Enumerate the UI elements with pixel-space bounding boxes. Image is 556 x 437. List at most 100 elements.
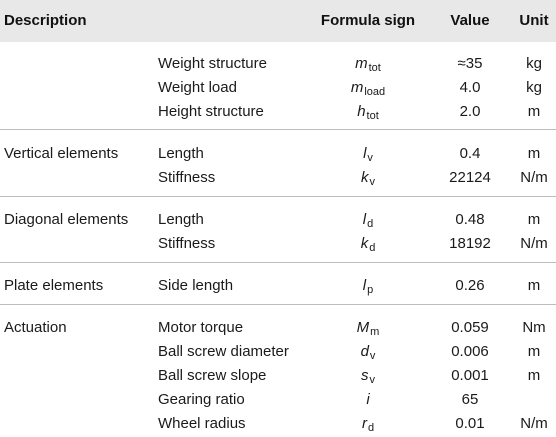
formula-sign: mtot xyxy=(310,52,426,76)
parameter-value: 0.48 xyxy=(455,211,485,228)
parameter-name: Weight structure xyxy=(158,55,267,72)
parameter-unit: N/m xyxy=(520,235,548,252)
formula-sign: lp xyxy=(310,274,426,298)
formula-symbol: l xyxy=(362,211,367,228)
formula-subscript: v xyxy=(369,176,376,188)
header-formula-sign: Formula sign xyxy=(320,12,416,29)
table-row: Diagonal elements Length ld 0.48 m xyxy=(0,208,556,232)
formula-sign: lv xyxy=(310,142,426,166)
table-row: Gearing ratio i 65 xyxy=(0,388,556,412)
table-header: Description Formula sign Value Unit xyxy=(0,0,556,42)
table-row: Ball screw diameter dv 0.006 m xyxy=(0,340,556,364)
table-row: Ball screw slope sv 0.001 m xyxy=(0,364,556,388)
formula-subscript: v xyxy=(369,374,376,386)
formula-symbol: d xyxy=(360,343,369,360)
table-row: Weight structure mtot ≈35 kg xyxy=(0,52,556,76)
parameter-value: 0.001 xyxy=(451,367,489,384)
formula-sign: htot xyxy=(310,100,426,124)
header-unit: Unit xyxy=(519,12,549,29)
group-description: Plate elements xyxy=(4,277,104,294)
parameter-value: 0.01 xyxy=(455,415,485,432)
parameter-name: Height structure xyxy=(158,103,264,120)
table-row: Plate elements Side length lp 0.26 m xyxy=(0,274,556,298)
parameter-unit: m xyxy=(527,367,541,384)
formula-sign: ld xyxy=(310,208,426,232)
formula-symbol: i xyxy=(366,391,370,408)
parameter-unit xyxy=(512,388,556,412)
formula-subscript: d xyxy=(367,422,375,434)
group-separator xyxy=(0,129,556,130)
formula-subscript: v xyxy=(369,350,376,362)
parameter-name: Weight load xyxy=(158,79,237,96)
group-separator xyxy=(0,262,556,263)
table-row: Vertical elements Length lv 0.4 m xyxy=(0,142,556,166)
parameter-unit: N/m xyxy=(520,169,548,186)
group-description: Vertical elements xyxy=(4,145,119,162)
parameter-value: 0.26 xyxy=(455,277,485,294)
formula-subscript: m xyxy=(370,326,380,338)
formula-symbol: l xyxy=(363,145,367,162)
parameter-value: 0.4 xyxy=(459,145,481,162)
formula-symbol: k xyxy=(360,235,369,252)
formula-symbol: m xyxy=(355,55,368,72)
parameter-name: Stiffness xyxy=(158,169,216,186)
formula-symbol: s xyxy=(361,367,369,384)
parameter-name: Ball screw slope xyxy=(158,367,267,384)
formula-symbol: m xyxy=(350,79,364,96)
header-value: Value xyxy=(450,12,490,29)
formula-subscript: load xyxy=(364,86,386,98)
parameter-value: ≈35 xyxy=(457,55,483,72)
formula-subscript: v xyxy=(367,152,373,164)
parameter-value: 18192 xyxy=(449,235,491,252)
parameter-unit: m xyxy=(527,343,541,360)
formula-sign: mload xyxy=(310,76,426,100)
formula-sign: rd xyxy=(310,412,426,436)
parameter-name: Stiffness xyxy=(158,235,216,252)
parameter-name: Length xyxy=(158,145,204,162)
formula-sign: kv xyxy=(310,166,426,190)
header-description: Description xyxy=(4,12,87,29)
parameter-value: 0.059 xyxy=(451,319,489,336)
formula-sign: kd xyxy=(310,232,426,256)
formula-symbol: M xyxy=(356,319,370,336)
table-row: Stiffness kd 18192 N/m xyxy=(0,232,556,256)
table-row: Height structure htot 2.0 m xyxy=(0,100,556,124)
group-separator xyxy=(0,196,556,197)
table-row: Stiffness kv 22124 N/m xyxy=(0,166,556,190)
parameter-value: 2.0 xyxy=(459,103,481,120)
parameter-unit: m xyxy=(527,277,541,294)
formula-sign: sv xyxy=(310,364,426,388)
formula-symbol: r xyxy=(361,415,367,432)
formula-symbol: k xyxy=(361,169,369,186)
parameter-name: Gearing ratio xyxy=(158,391,245,408)
parameter-unit: kg xyxy=(526,79,542,96)
parameter-name: Motor torque xyxy=(158,319,244,336)
formula-subscript: tot xyxy=(368,62,381,74)
group-separator xyxy=(0,304,556,305)
table-row: Wheel radius rd 0.01 N/m xyxy=(0,412,556,436)
parameter-unit: kg xyxy=(526,55,542,72)
parameter-unit: m xyxy=(527,211,541,228)
group-description: Diagonal elements xyxy=(4,211,129,228)
parameter-value: 22124 xyxy=(449,169,491,186)
parameter-value: 4.0 xyxy=(459,79,481,96)
formula-subscript: d xyxy=(367,218,374,230)
table-row: Weight load mload 4.0 kg xyxy=(0,76,556,100)
parameter-unit: m xyxy=(527,145,541,162)
formula-subscript: d xyxy=(369,242,376,254)
parameter-name: Length xyxy=(158,211,204,228)
parameter-name: Side length xyxy=(158,277,234,294)
group-description: Actuation xyxy=(4,319,67,336)
table-row: Actuation Motor torque Mm 0.059 Nm xyxy=(0,316,556,340)
parameter-value: 0.006 xyxy=(451,343,489,360)
parameter-unit: m xyxy=(527,103,541,120)
formula-sign: Mm xyxy=(310,316,426,340)
formula-subscript: p xyxy=(367,284,374,296)
parameter-name: Ball screw diameter xyxy=(158,343,289,360)
parameter-name: Wheel radius xyxy=(158,415,246,432)
parameter-value: 65 xyxy=(461,391,479,408)
formula-subscript: tot xyxy=(366,110,379,122)
formula-symbol: l xyxy=(362,277,367,294)
parameter-unit: N/m xyxy=(520,415,548,432)
